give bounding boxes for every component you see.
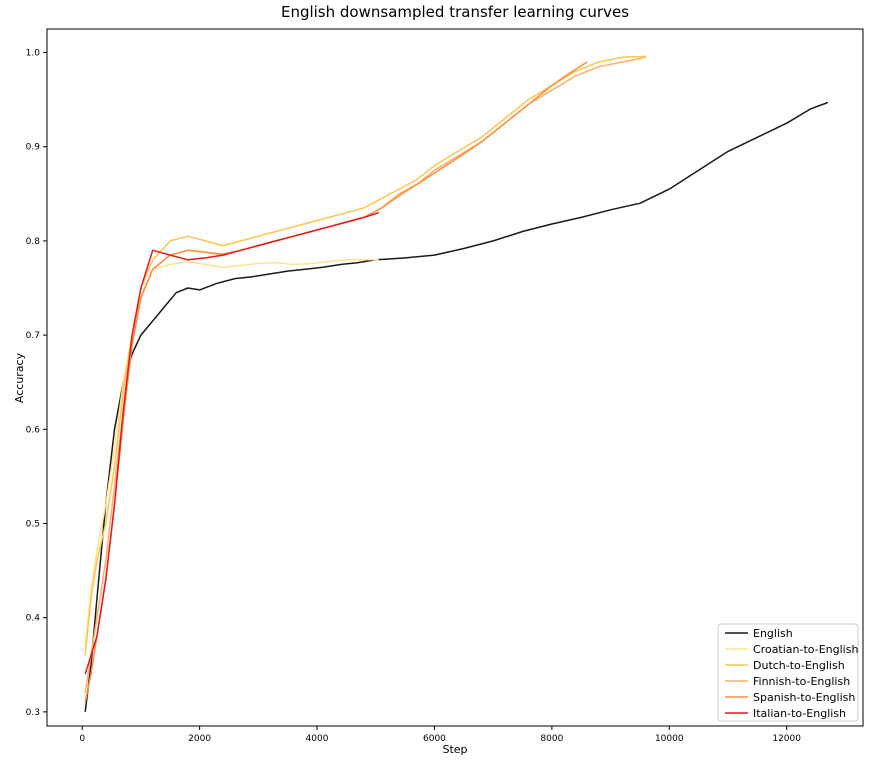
- legend-label-english: English: [753, 627, 793, 640]
- y-tick-label: 0.4: [26, 614, 41, 624]
- x-tick-label: 12000: [772, 734, 801, 744]
- y-axis-ticks: 0.3 0.4 0.5 0.6 0.7 0.8 0.9 1.0: [26, 49, 47, 718]
- series-line-dutch-to-english: [84, 55, 646, 656]
- plot-area: 0 2000 4000 6000 8000 10000 12000 0.3 0.4 0.5 0.6…: [26, 28, 864, 744]
- legend-label-spanish-to-english: Spanish-to-English: [753, 691, 855, 704]
- plot-frame: [46, 28, 864, 727]
- series-line-spanish-to-english: [84, 61, 588, 703]
- y-tick-label: 0.9: [26, 143, 41, 153]
- chart-title: English downsampled transfer learning cu…: [281, 3, 629, 21]
- y-tick-label: 1.0: [26, 49, 41, 59]
- series-line-croatian-to-english: [84, 259, 379, 646]
- y-tick-label: 0.5: [26, 519, 40, 529]
- x-tick-label: 6000: [423, 734, 446, 744]
- legend-box: [717, 623, 859, 722]
- y-tick-label: 0.3: [26, 708, 40, 718]
- y-tick-label: 0.8: [26, 237, 41, 247]
- series-line-finnish-to-english: [84, 56, 646, 694]
- y-tick-label: 0.7: [26, 331, 40, 341]
- legend-label-croatian-to-english: Croatian-to-English: [753, 643, 858, 656]
- series-line-english: [84, 101, 829, 712]
- legend: English Croatian-to-English Dutch-to-Engli…: [717, 623, 859, 722]
- x-axis-ticks: 0 2000 4000 6000 8000 10000 12000: [79, 726, 801, 744]
- y-tick-label: 0.6: [26, 425, 41, 435]
- x-tick-label: 0: [79, 734, 85, 744]
- legend-label-finnish-to-english: Finnish-to-English: [753, 675, 850, 688]
- x-tick-label: 4000: [306, 734, 329, 744]
- x-tick-label: 2000: [188, 734, 211, 744]
- y-axis-label: Accuracy: [13, 352, 26, 403]
- legend-label-italian-to-english: Italian-to-English: [753, 707, 846, 720]
- x-axis-label: Step: [442, 743, 467, 756]
- series-line-italian-to-english: [84, 211, 379, 675]
- series-lines: [84, 55, 829, 712]
- legend-label-dutch-to-english: Dutch-to-English: [753, 659, 845, 672]
- x-tick-label: 8000: [540, 734, 563, 744]
- x-tick-label: 10000: [655, 734, 684, 744]
